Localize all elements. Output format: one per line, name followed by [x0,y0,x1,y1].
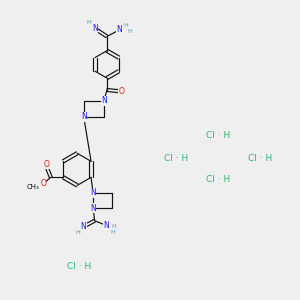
Text: N: N [101,96,107,105]
Text: N: N [92,24,98,33]
Text: O: O [118,87,124,96]
Text: H: H [76,230,80,235]
Text: H: H [124,23,128,28]
Text: Cl · H: Cl · H [206,131,230,140]
Text: O: O [40,179,46,188]
Text: H: H [110,230,115,235]
Text: Cl · H: Cl · H [164,154,188,163]
Text: N: N [104,221,110,230]
Text: H: H [127,28,132,34]
Text: O: O [44,160,50,169]
Text: N: N [90,188,96,197]
Text: Cl · H: Cl · H [248,154,273,163]
Text: Cl · H: Cl · H [206,175,230,184]
Text: Cl · H: Cl · H [67,262,91,271]
Text: N: N [81,112,87,121]
Text: H: H [87,20,92,25]
Text: H: H [111,224,116,229]
Text: N: N [80,222,86,231]
Text: N: N [90,204,96,213]
Text: CH₃: CH₃ [27,184,40,190]
Text: N: N [116,26,122,34]
